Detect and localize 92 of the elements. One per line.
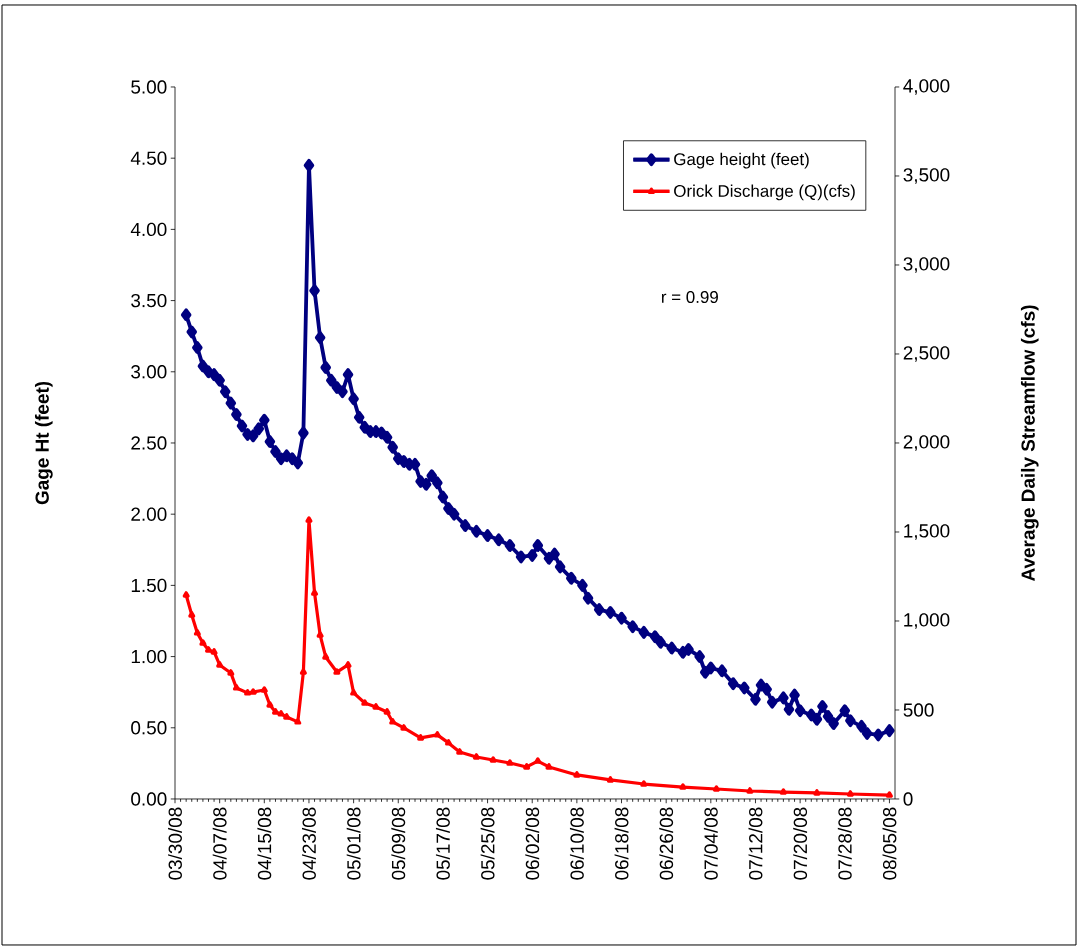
point [389,718,397,725]
x-tick-label: 05/17/08 [435,807,450,880]
y-tick-label: 3.50 [131,293,167,308]
annotation: r = 0.99 [661,291,718,304]
point [316,631,324,638]
point [746,787,754,794]
x-tick-label: 03/30/08 [168,807,182,880]
point [523,763,531,770]
y2-tick-label: 500 [903,703,934,717]
point [372,703,380,710]
y-tick-label: 1.50 [131,578,167,593]
y2-tick-label: 0 [903,792,913,806]
y2-tick-label: 1,000 [904,613,950,629]
point [216,661,224,668]
y2-tick-label: 4,000 [903,79,950,95]
x-tick-label: 06/26/08 [659,807,674,880]
point [271,708,279,715]
point [299,668,307,675]
point [640,780,648,787]
point [456,748,464,755]
point [361,699,369,706]
y-tick-label: 2.50 [131,436,167,450]
y2-axis-title: Average Daily Streamflow (cfs) [1020,305,1039,582]
x-tick-label: 05/09/08 [391,807,406,880]
x-tick-label: 08/05/08 [882,807,897,880]
point [305,516,313,523]
legend-label: Orick Discharge (Q)(cfs) [674,184,855,201]
point [545,763,553,770]
point [417,734,425,741]
y-tick-label: 2.00 [131,507,167,521]
point [383,708,391,715]
point [210,648,218,655]
point [885,791,893,798]
y-tick-label: 0.00 [131,792,167,806]
x-tick-label: 06/02/08 [525,807,540,880]
y-tick-label: 4.00 [130,222,167,237]
point [350,689,358,696]
y-tick-label: 5.00 [131,80,167,94]
y2-tick-label: 2,000 [903,435,950,451]
y-tick-label: 3.00 [131,365,167,379]
point [344,661,352,668]
point [227,669,235,676]
y-tick-label: 0.50 [131,721,167,735]
point [433,731,441,738]
point [249,688,257,695]
point [534,757,542,764]
x-tick-label: 04/15/08 [257,807,272,880]
y2-tick-label: 3,500 [903,168,950,184]
point [283,713,291,720]
point [204,646,212,653]
x-tick-label: 05/25/08 [480,807,495,880]
point [311,589,319,596]
x-tick-label: 05/01/08 [346,807,361,880]
y2-tick-label: 2,500 [903,346,950,362]
point [333,668,341,675]
point [294,718,302,725]
y2-tick-label: 1,500 [904,524,950,540]
x-tick-label: 07/12/08 [748,807,763,880]
x-tick-label: 06/10/08 [569,807,584,880]
point [260,686,268,693]
x-tick-label: 04/23/08 [302,807,316,880]
legend-label: Gage height (feet) [674,152,809,169]
point [506,759,514,766]
point [472,753,480,760]
point [193,629,201,636]
point [779,788,787,795]
point [445,739,452,746]
y-tick-label: 1.00 [131,649,167,664]
point [244,689,252,696]
y-axis-title: Gage Ht (feet) [34,381,53,505]
point [188,611,196,618]
y2-tick-label: 3,000 [903,257,950,273]
point [712,785,720,792]
point [322,653,330,660]
y-tick-label: 4.50 [130,151,167,165]
point [232,684,240,691]
point [679,783,687,790]
point [489,756,497,763]
point [813,789,821,796]
x-tick-label: 07/28/08 [837,807,852,880]
x-tick-label: 07/20/08 [793,807,808,880]
point [573,771,581,778]
point [846,790,854,797]
x-tick-label: 06/18/08 [614,807,629,880]
point [606,776,614,783]
point [199,639,207,646]
point [182,591,190,598]
point [277,710,285,717]
point [400,724,408,731]
point [266,701,274,708]
x-tick-label: 04/07/08 [212,807,227,880]
x-tick-label: 07/04/08 [703,807,718,880]
